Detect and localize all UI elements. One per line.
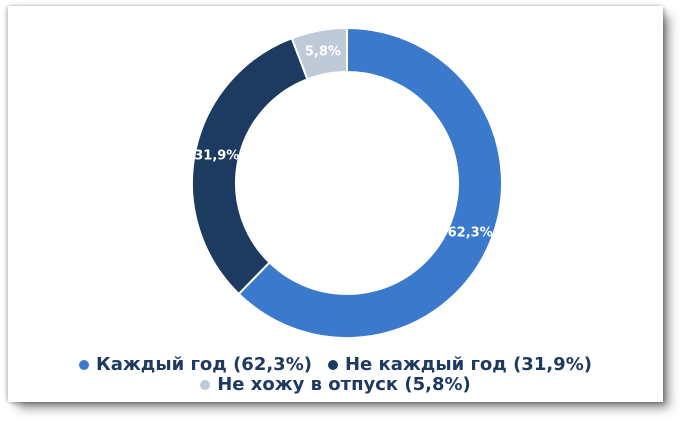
donut-chart: 62,3% 31,9% 5,8%: [191, 26, 503, 339]
chart-legend: Каждый год (62,3%) Не каждый год (31,9%) Н…: [56, 355, 616, 395]
legend-item-2: Не хожу в отпуск (5,8%): [200, 375, 471, 395]
chart-card: 62,3% 31,9% 5,8% Каждый год (62,3%) Не кажд…: [8, 6, 663, 402]
donut-segment-0: [237, 26, 503, 339]
legend-label: Не хожу в отпуск (5,8%): [217, 374, 471, 395]
donut-segment-2: [290, 26, 348, 81]
legend-marker-icon: [200, 380, 211, 390]
legend-marker-icon: [327, 360, 338, 370]
legend-item-1: Не каждый год (31,9%): [327, 354, 592, 375]
legend-item-0: Каждый год (62,3%): [79, 355, 312, 375]
donut-segment-1: [191, 36, 309, 296]
legend-label: Каждый год (62,3%): [96, 354, 312, 375]
legend-label: Не каждый год (31,9%): [344, 354, 592, 375]
segment-value-label-2: 5,8%: [305, 45, 341, 60]
legend-marker-icon: [79, 360, 90, 370]
segment-value-label-1: 31,9%: [194, 149, 239, 164]
segment-value-label-0: 62,3%: [448, 226, 493, 241]
